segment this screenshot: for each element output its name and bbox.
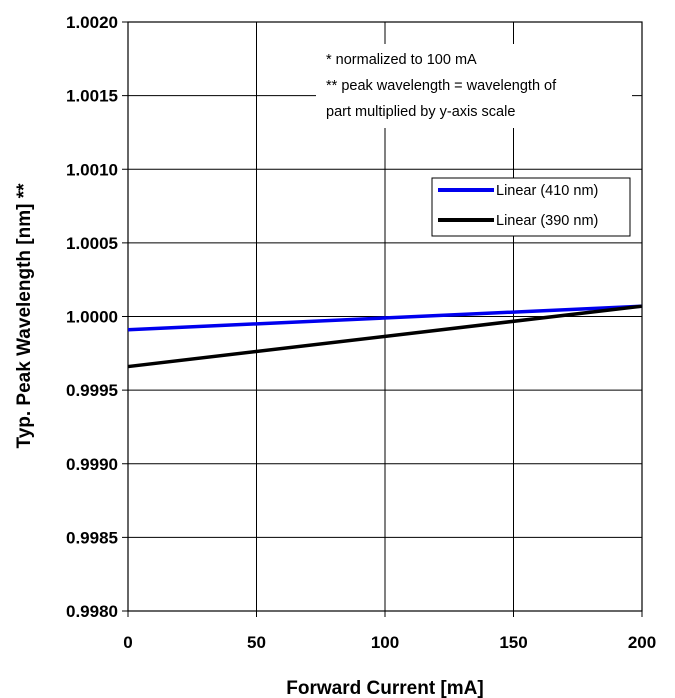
y-tick-label: 1.0010 (66, 160, 118, 179)
y-tick-label: 0.9985 (66, 528, 118, 547)
annotation-normalized: * normalized to 100 mA (326, 52, 477, 68)
axis-ticks: 0.9980 0.9985 0.9990 0.9995 1.0000 1.0005 1.00… (66, 13, 656, 652)
series-lines (127, 304, 643, 369)
legend: Linear (410 nm) Linear (390 nm) (431, 177, 631, 237)
annotation-background (316, 44, 632, 128)
legend-label-390nm: Linear (390 nm) (496, 213, 598, 229)
series-line-410nm (127, 304, 643, 332)
annotation-y-axis-scale: part multiplied by y-axis scale (326, 104, 515, 120)
y-tick-label: 1.0020 (66, 13, 118, 32)
y-tick-label: 1.0015 (66, 87, 118, 106)
x-tick-label: 50 (247, 633, 266, 652)
legend-box (431, 177, 631, 237)
y-tick-label: 0.9980 (66, 602, 118, 621)
y-axis-title: Typ. Peak Wavelength [nm] ** (14, 183, 35, 449)
y-tick-label: 0.9995 (66, 381, 118, 400)
annotation-peak-wavelength: ** peak wavelength = wavelength of (326, 78, 557, 94)
y-tick-label: 0.9990 (66, 455, 118, 474)
x-tick-label: 200 (628, 633, 656, 652)
series-line-390nm (127, 304, 643, 369)
x-tick-label: 0 (123, 633, 132, 652)
y-tick-label: 1.0005 (66, 234, 118, 253)
x-tick-label: 100 (371, 633, 399, 652)
y-tick-label: 1.0000 (66, 308, 118, 327)
legend-label-410nm: Linear (410 nm) (496, 183, 598, 199)
x-tick-label: 150 (499, 633, 527, 652)
annotation-box: * normalized to 100 mA ** peak wavelengt… (316, 44, 632, 128)
x-axis-title: Forward Current [mA] (286, 678, 483, 698)
